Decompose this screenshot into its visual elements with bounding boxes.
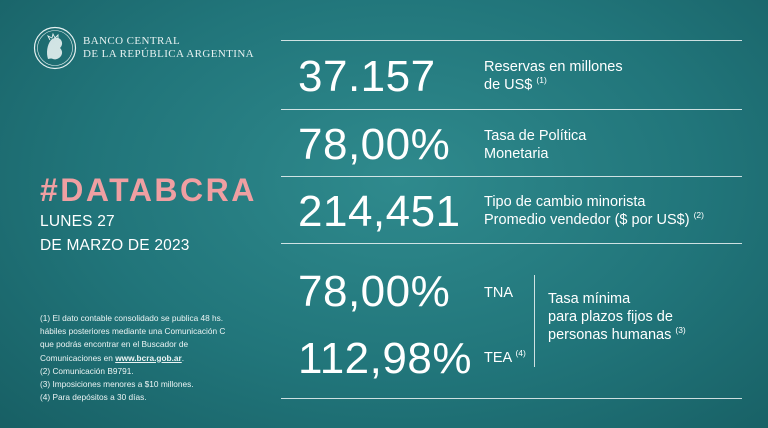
footnote-1-line1: (1) El dato contable consolidado se publ…	[40, 313, 224, 323]
bcra-url-link[interactable]: www.bcra.gob.ar	[115, 352, 182, 363]
reserves-label-line2: de US$	[484, 77, 533, 93]
reserves-label-line1: Reservas en millones	[484, 59, 623, 75]
footnote-1-line3: que podrás encontrar en el Buscador de	[40, 339, 189, 350]
tea-value: 112,98%	[298, 334, 472, 383]
reserves-label: Reservas en millones de US$ (1)	[484, 58, 623, 94]
tea-note: (4)	[515, 348, 526, 359]
divider	[281, 398, 742, 399]
footnote-3: (3) Imposiciones menores a $10 millones.	[40, 379, 194, 390]
hashtag-title: #DATABCRA	[40, 172, 257, 208]
tna-value: 78,00%	[298, 267, 451, 316]
exchange-rate-label-line1: Tipo de cambio minorista	[484, 194, 646, 210]
fixed-term-note: (3)	[675, 325, 686, 336]
exchange-rate-label: Tipo de cambio minorista Promedio vended…	[484, 193, 704, 229]
policy-rate-label: Tasa de Política Monetaria	[484, 127, 586, 163]
footnote-2: (2) Comunicación B9791.	[40, 365, 134, 376]
fixed-term-label-line1: Tasa mínima	[548, 291, 631, 307]
date-line1: LUNES 27	[40, 213, 115, 230]
divider	[281, 176, 742, 177]
fixed-term-label-line2: para plazos fijos de	[548, 309, 673, 325]
bank-name-line2: DE LA REPÚBLICA ARGENTINA	[83, 48, 255, 60]
footnote-1-suffix: .	[181, 352, 185, 363]
bcra-logo: BANCO CENTRAL DE LA REPÚBLICA ARGENTINA	[33, 26, 254, 70]
policy-rate-label-line2: Monetaria	[484, 146, 549, 162]
footnotes: (1) El dato contable consolidado se publ…	[40, 312, 225, 404]
exchange-rate-note: (2)	[693, 210, 704, 221]
exchange-rate-value: 214,451	[298, 187, 461, 236]
tna-label: TNA	[484, 285, 513, 301]
footnote-1-line4: Comunicaciones en www.bcra.gob.ar.	[40, 352, 225, 365]
bank-name-line1: BANCO CENTRAL	[83, 35, 181, 47]
policy-rate-label-line1: Tasa de Política	[484, 128, 587, 144]
divider	[281, 243, 742, 244]
divider	[281, 109, 742, 110]
date-line2: DE MARZO DE 2023	[40, 237, 190, 254]
footnote-4: (4) Para depósitos a 30 días.	[40, 392, 147, 403]
footnote-1-prefix: Comunicaciones en	[40, 352, 116, 363]
fixed-term-label-line3: personas humanas	[548, 327, 672, 343]
exchange-rate-label-line2: Promedio vendedor ($ por US$)	[484, 212, 690, 228]
bcra-seal-icon	[33, 26, 77, 70]
policy-rate-value: 78,00%	[298, 120, 451, 169]
vertical-divider	[534, 275, 535, 367]
tea-label: TEA	[484, 350, 512, 366]
reserves-value: 37.157	[298, 52, 436, 101]
footnote-1-line2: hábiles posteriores mediante una Comunic…	[40, 326, 226, 337]
reserves-note: (1)	[536, 75, 547, 86]
divider	[281, 40, 742, 41]
tea-label-group: TEA (4)	[484, 348, 526, 366]
fixed-term-label: Tasa mínima para plazos fijos de persona…	[548, 290, 686, 344]
